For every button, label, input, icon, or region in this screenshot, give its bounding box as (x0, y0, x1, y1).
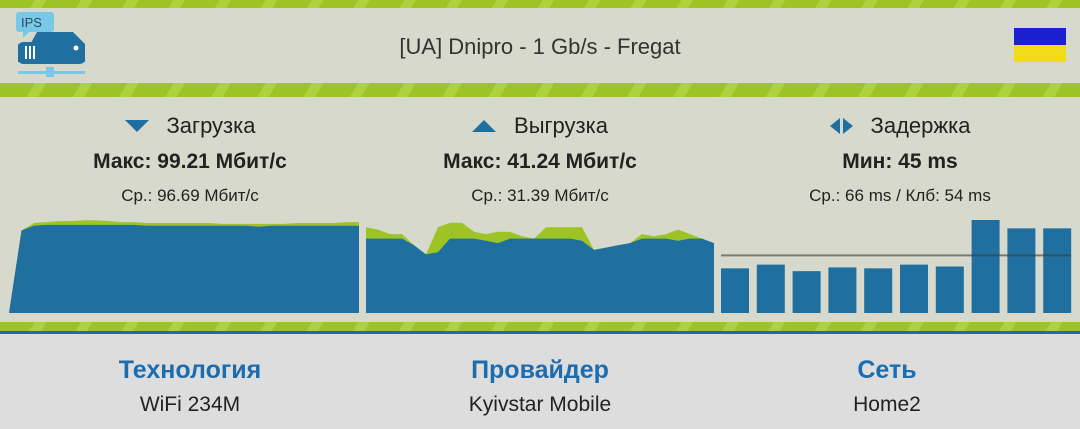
latency-bar (900, 264, 928, 313)
download-avg: Ср.: 96.69 Мбит/с (121, 186, 259, 205)
upload-panel: Выгрузка Макс: 41.24 Мбит/с Ср.: 31.39 М… (360, 112, 720, 206)
latency-bar (828, 267, 857, 313)
provider-value: Kyivstar Mobile (468, 393, 612, 416)
arrow-up-icon (472, 120, 497, 132)
download-label: Загрузка (166, 113, 256, 138)
latency-bar (971, 220, 1000, 313)
upload-graph (366, 222, 714, 313)
network-value: Home2 (853, 393, 921, 416)
arrow-down-icon (124, 120, 149, 132)
latency-avg: Ср.: 66 ms / Клб: 54 ms (809, 186, 991, 205)
latency-bar (864, 268, 893, 313)
technology-info: Технология WiFi 234M (10, 356, 370, 417)
connection-info: Технология WiFi 234M Провайдер Kyivstar Mo… (0, 334, 1080, 429)
header-bottom-stripe (0, 83, 1080, 97)
latency-bar (1043, 228, 1072, 313)
content-bottom-stripe (0, 322, 1080, 331)
svg-text:IPS: IPS (21, 15, 42, 30)
upload-area (366, 238, 714, 313)
latency-bar (1007, 228, 1036, 313)
latency-bar (756, 264, 785, 313)
network-info: Сеть Home2 (707, 356, 1067, 417)
upload-avg: Ср.: 31.39 Мбит/с (471, 186, 609, 205)
latency-bar (721, 268, 749, 313)
top-stripe (0, 0, 1080, 8)
download-area (9, 224, 359, 313)
latency-panel: Задержка Мин: 45 ms Ср.: 66 ms / Клб: 54… (720, 112, 1080, 206)
latency-arrows-icon (829, 118, 853, 134)
latency-bar (792, 271, 821, 313)
download-max: Макс: 99.21 Мбит/с (93, 150, 287, 173)
header: IPS [UA] Dnipro - 1 Gb/s - Fregat (0, 0, 1080, 97)
provider-info: Провайдер Kyivstar Mobile (360, 356, 720, 417)
technology-value: WiFi 234M (139, 393, 241, 416)
network-label: Сеть (857, 356, 917, 384)
server-title: [UA] Dnipro - 1 Gb/s - Fregat (399, 34, 681, 59)
upload-label: Выгрузка (514, 113, 608, 138)
provider-label: Провайдер (471, 356, 609, 384)
ips-server-logo-icon: IPS (15, 12, 87, 87)
technology-label: Технология (118, 356, 262, 384)
latency-label: Задержка (870, 113, 971, 138)
upload-max: Макс: 41.24 Мбит/с (443, 150, 637, 173)
latency-graph (721, 220, 1072, 313)
download-graph (9, 220, 359, 313)
latency-min: Мин: 45 ms (842, 150, 958, 173)
download-panel: Загрузка Макс: 99.21 Мбит/с Ср.: 96.69 М… (10, 112, 370, 206)
divider (0, 331, 1080, 334)
ukraine-flag-icon (1014, 28, 1066, 62)
latency-bar (935, 266, 964, 313)
